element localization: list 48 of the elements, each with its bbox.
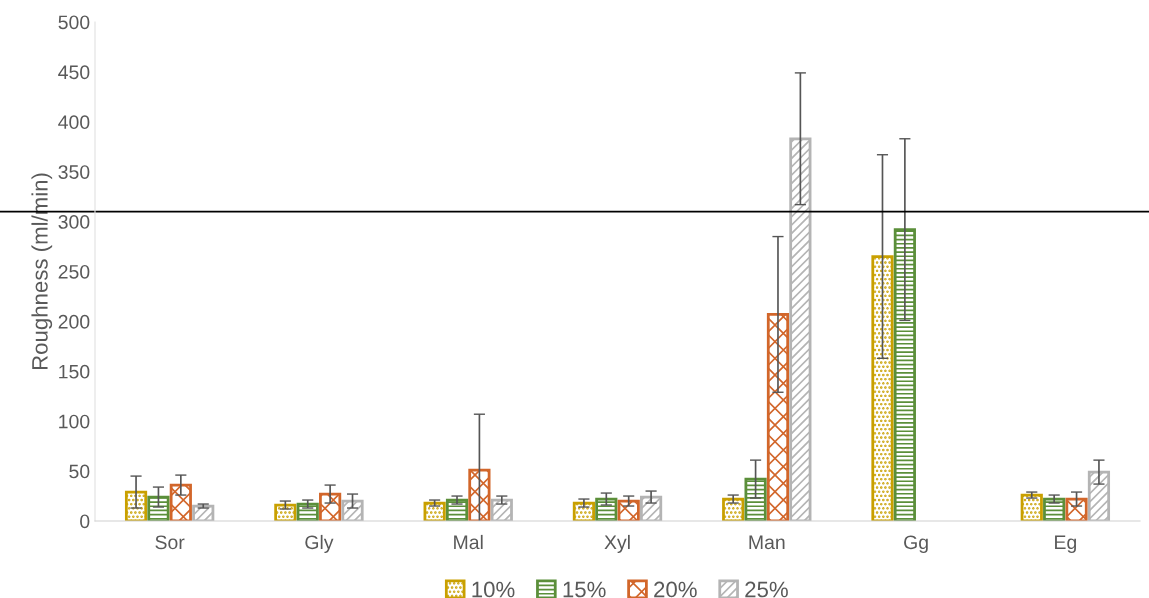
bar xyxy=(744,477,767,521)
y-tick-label: 500 xyxy=(58,15,90,30)
x-tick-label: Gg xyxy=(904,535,928,554)
bar xyxy=(296,502,319,521)
bar xyxy=(445,498,469,521)
legend-label: 25% xyxy=(745,581,788,598)
x-tick-label: Eg xyxy=(1055,535,1076,554)
bar xyxy=(423,501,446,521)
bar xyxy=(147,495,170,521)
bar xyxy=(490,498,513,521)
bar xyxy=(319,492,342,521)
bar xyxy=(722,497,745,521)
y-tick-label: 200 xyxy=(58,314,90,329)
y-tick-label: 450 xyxy=(58,65,90,80)
y-tick-label: 100 xyxy=(59,414,90,429)
bar xyxy=(893,228,916,521)
bar xyxy=(572,501,595,521)
y-tick-label: 400 xyxy=(58,115,90,130)
bar xyxy=(789,137,812,521)
bar xyxy=(1087,470,1111,521)
bar xyxy=(468,468,491,521)
legend-label: 15% xyxy=(563,581,606,598)
bar xyxy=(766,313,790,521)
y-tick-label: 350 xyxy=(58,165,90,179)
legend-label: 10% xyxy=(472,581,515,598)
y-tick-label: 300 xyxy=(58,215,90,229)
x-tick-label: Sor xyxy=(155,535,185,550)
bar xyxy=(1065,497,1088,521)
bar xyxy=(871,255,894,521)
bar xyxy=(595,497,618,521)
y-tick-label: 250 xyxy=(58,264,90,279)
y-tick-label: 50 xyxy=(69,464,90,479)
legend-label: 20% xyxy=(654,581,697,598)
x-tick-label: Xyl xyxy=(604,534,630,554)
bar xyxy=(1020,493,1043,521)
x-tick-label: Man xyxy=(749,535,785,550)
x-tick-label: Mal xyxy=(454,534,483,550)
bar xyxy=(169,483,192,521)
bar xyxy=(124,490,148,521)
bar xyxy=(341,499,364,521)
y-tick-label: 150 xyxy=(59,364,90,379)
bar xyxy=(1043,497,1066,521)
bar xyxy=(274,503,297,521)
bar xyxy=(617,499,640,521)
x-tick-label: Gly xyxy=(305,534,334,554)
y-axis-title: Roughness (ml/min) xyxy=(31,173,53,370)
y-tick-label: 0 xyxy=(80,514,90,529)
bar xyxy=(640,495,663,521)
